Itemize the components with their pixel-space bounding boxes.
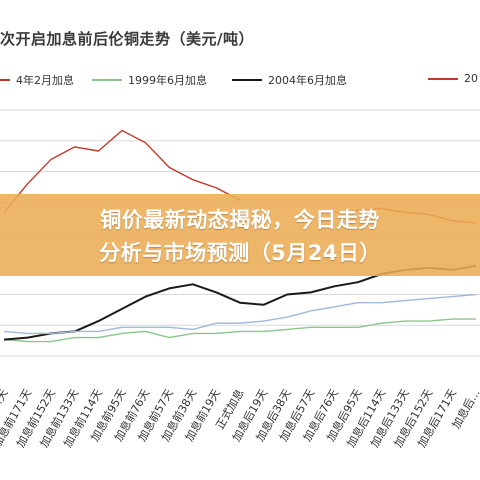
legend-item: 2004年6月加息: [232, 72, 347, 88]
x-tick-labels: ...天加息前171天加息前152天加息前133天加息前114天加息前95天加息…: [0, 387, 480, 450]
legend-label: 1999年6月加息: [128, 74, 207, 87]
legend-item: 4年2月加息: [0, 72, 74, 88]
series-line: [3, 293, 477, 335]
legend-swatch: [232, 79, 262, 81]
series-line: [3, 129, 241, 213]
legend-label: 20: [464, 72, 478, 85]
headline-line-1: 铜价最新动态揭秘，今日走势: [100, 208, 380, 232]
legend-swatch: [428, 77, 458, 80]
legend: 4年2月加息 1999年6月加息 2004年6月加息 20: [0, 72, 480, 92]
x-tick-label: ...天: [0, 387, 11, 412]
legend-label: 2004年6月加息: [268, 74, 347, 87]
legend-swatch: [0, 79, 10, 81]
legend-item: 20: [428, 72, 478, 85]
chart-title: 次开启加息前后伦铜走势（美元/吨）: [0, 30, 254, 48]
legend-swatch: [92, 79, 122, 81]
legend-label: 4年2月加息: [16, 74, 74, 87]
series-line: [3, 318, 476, 343]
legend-item: 1999年6月加息: [92, 72, 207, 88]
series-line: [3, 264, 477, 341]
headline-line-2: 分析与市场预测（5月24日）: [99, 241, 381, 265]
headline-banner: 铜价最新动态揭秘，今日走势 分析与市场预测（5月24日）: [0, 194, 480, 276]
